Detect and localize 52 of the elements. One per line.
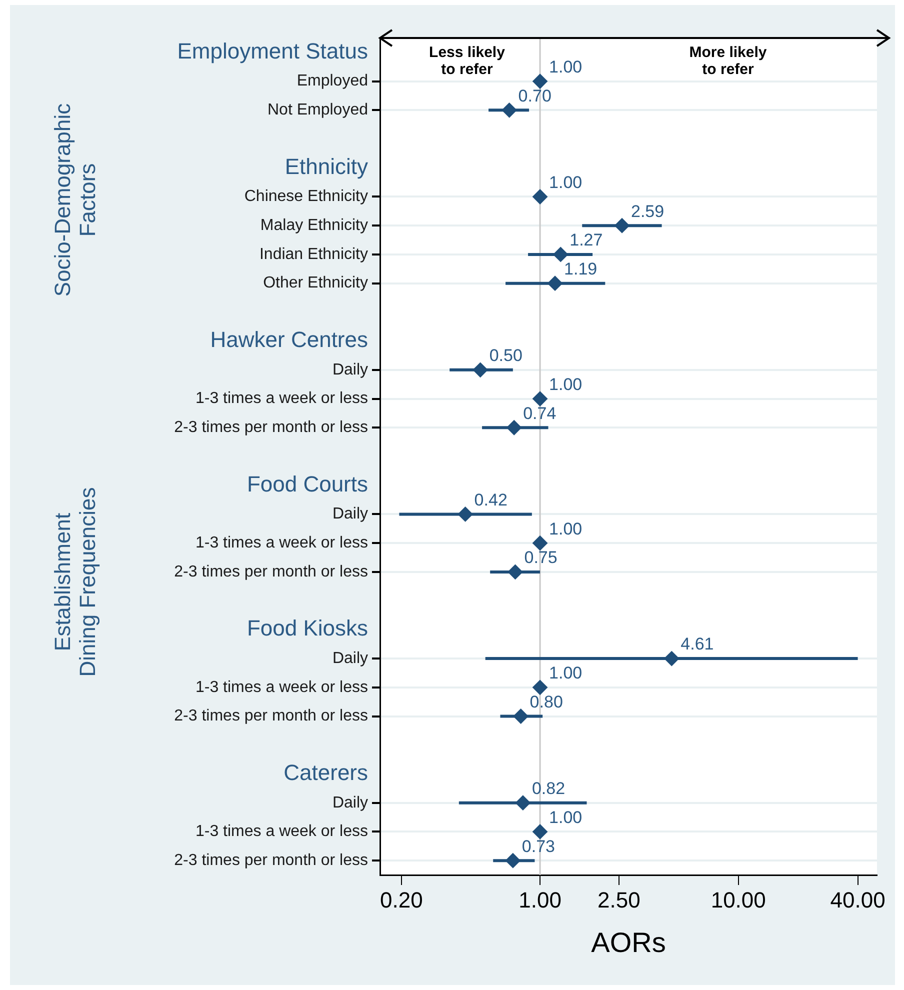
y-tick-label: Daily	[332, 361, 368, 378]
x-tick-label: 10.00	[710, 887, 766, 912]
y-tick-label: 1-3 times a week or less	[195, 823, 368, 840]
data-label: 1.27	[570, 230, 603, 250]
x-tick-label: 2.50	[598, 887, 640, 912]
data-label: 0.50	[489, 346, 522, 366]
data-label: 1.00	[549, 172, 582, 192]
x-tick-label: 0.20	[380, 887, 423, 912]
y-tick-label: Food Courts	[246, 471, 368, 496]
data-label: 0.73	[522, 836, 556, 856]
y-tick-label: Other Ethnicity	[263, 274, 368, 292]
y-tick-label: Employment Status	[177, 38, 368, 64]
data-label: 0.82	[532, 779, 566, 798]
data-label: 0.74	[523, 404, 556, 423]
y-tick-label: Malay Ethnicity	[260, 217, 368, 234]
y-tick-label: Not Employed	[268, 102, 368, 119]
data-label: 1.00	[549, 808, 582, 827]
y-tick-label: Hawker Centres	[210, 327, 368, 352]
y-tick-label: 1-3 times a week or less	[195, 678, 368, 696]
y-tick-label: 2-3 times per month or less	[174, 708, 368, 725]
data-label: 2.59	[631, 202, 664, 221]
text: Establishment Dining Frequencies	[50, 487, 100, 677]
y-tick-label: Caterers	[284, 760, 368, 786]
annotation: Less likely to refer	[428, 44, 506, 78]
x-tick-label: 40.00	[830, 887, 886, 912]
annotation: More likely to refer	[688, 44, 768, 78]
data-label: 0.70	[518, 86, 552, 106]
y-tick-label: Employed	[296, 72, 368, 90]
data-label: 0.80	[530, 692, 563, 712]
y-tick-label: 1-3 times a week or less	[195, 534, 368, 552]
data-label: 1.00	[549, 664, 582, 683]
y-tick-label: 2-3 times per month or less	[174, 852, 368, 869]
y-tick-label: Indian Ethnicity	[259, 246, 368, 263]
data-label: 1.00	[549, 374, 582, 394]
y-tick-label: 2-3 times per month or less	[174, 419, 368, 436]
text: Socio-Demographic Factors	[50, 103, 100, 297]
data-label: 1.00	[549, 57, 582, 76]
y-tick-label: 1-3 times a week or less	[195, 390, 368, 408]
y-tick-label: Chinese Ethnicity	[244, 188, 368, 206]
x-tick-label: 1.00	[518, 887, 562, 912]
data-label: 1.00	[549, 519, 582, 538]
y-tick-label: Daily	[332, 650, 368, 667]
y-tick-label: Food Kiosks	[246, 616, 368, 641]
data-label: 0.42	[474, 490, 508, 510]
data-label: 4.61	[680, 634, 714, 654]
y-tick-label: Daily	[332, 794, 368, 812]
data-label: 1.19	[564, 260, 598, 279]
y-tick-label: 2-3 times per month or less	[174, 563, 368, 580]
y-tick-label: Ethnicity	[284, 154, 368, 179]
data-label: 0.75	[524, 548, 558, 568]
x-axis-title: AORs	[591, 926, 666, 958]
y-tick-label: Daily	[332, 506, 368, 523]
